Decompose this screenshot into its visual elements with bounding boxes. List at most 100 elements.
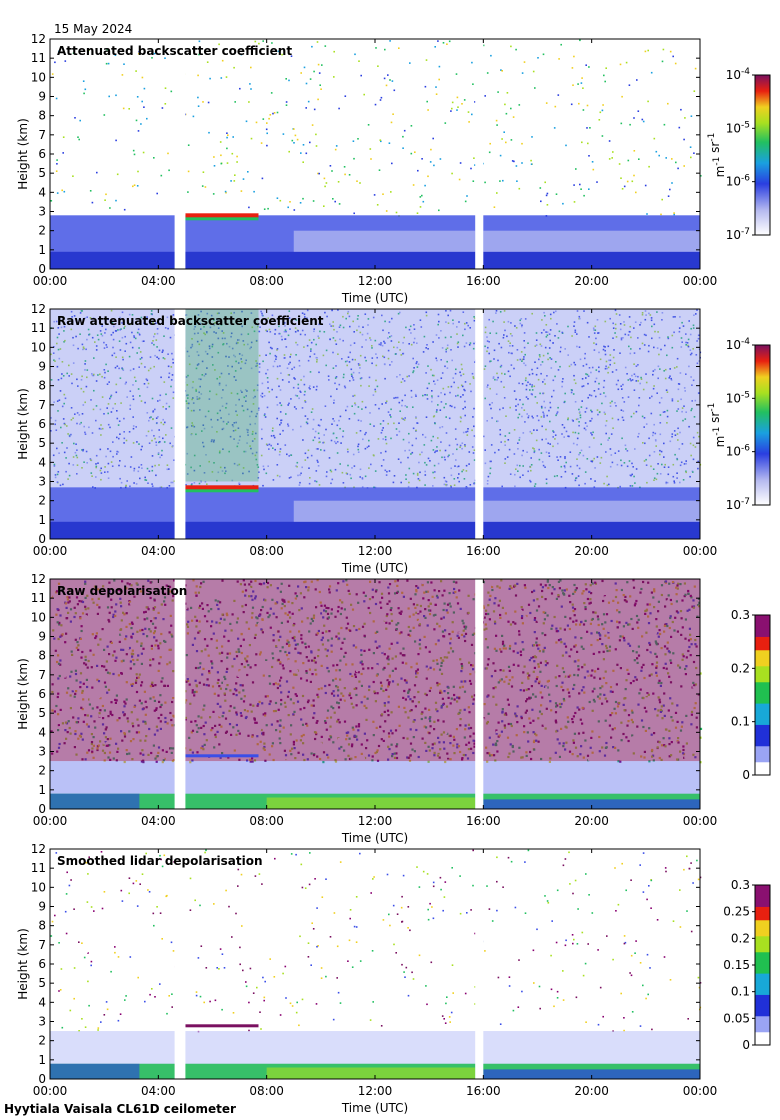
y-axis-label: Height (km) [16, 928, 30, 999]
data-gap [475, 309, 484, 539]
x-tick-label: 12:00 [358, 1084, 393, 1098]
colorbar-tick-label: 10-6 [726, 444, 751, 459]
x-tick-label: 16:00 [466, 544, 501, 558]
colorbar-tick-label: 0.2 [731, 931, 750, 945]
y-tick-label: 6 [38, 147, 46, 161]
colorbar-tick-label: 10-6 [726, 174, 751, 189]
y-tick-label: 12 [31, 32, 46, 46]
panel-2: Raw attenuated backscatter coefficient 0 1… [16, 302, 771, 575]
y-tick-label: 4 [38, 185, 46, 199]
colorbar-tick-label: 0.2 [731, 661, 750, 675]
y-tick-label: 5 [38, 166, 46, 180]
colorbar-unit-label: m-1 sr-1 [707, 133, 727, 178]
data-gap [174, 849, 186, 1079]
panel-4: Smoothed lidar depolarisation01234567891… [16, 842, 771, 1115]
colorbar-tick-label: 10-7 [726, 497, 750, 512]
y-tick-label: 6 [38, 957, 46, 971]
x-tick-label: 20:00 [574, 814, 609, 828]
y-tick-label: 2 [38, 224, 46, 238]
x-tick-label: 20:00 [574, 544, 609, 558]
colorbar-tick-label: 0.3 [731, 878, 750, 892]
footer-label: Hyytiala Vaisala CL61D ceilometer [4, 1102, 236, 1116]
y-tick-label: 4 [38, 455, 46, 469]
panel-title: Raw depolarisation [57, 584, 187, 598]
panel-1: Attenuated backscatter coefficient012345… [16, 32, 771, 305]
y-tick-label: 1 [38, 783, 46, 797]
x-tick-label: 12:00 [358, 544, 393, 558]
y-tick-label: 7 [38, 668, 46, 682]
y-tick-label: 1 [38, 243, 46, 257]
colorbar: 10-7 10-6 10-5 10-4 m-1 sr-1 [707, 337, 771, 512]
y-tick-label: 5 [38, 976, 46, 990]
colorbar-tick-label: 0 [742, 1038, 750, 1052]
y-tick-label: 4 [38, 995, 46, 1009]
x-tick-label: 04:00 [141, 1084, 176, 1098]
data-gap [174, 309, 186, 539]
x-tick-label: 08:00 [249, 1084, 284, 1098]
cloud-layer [185, 485, 259, 491]
x-tick-label: 08:00 [249, 814, 284, 828]
colorbar-tick-label: 0.1 [731, 985, 750, 999]
colorbar: 0 0.05 0.1 0.15 0.2 0.25 0.3 [723, 878, 771, 1052]
plot-area [50, 849, 700, 1079]
y-tick-label: 6 [38, 417, 46, 431]
y-tick-label: 10 [31, 610, 46, 624]
y-tick-label: 7 [38, 938, 46, 952]
y-tick-label: 9 [38, 360, 46, 374]
y-tick-label: 2 [38, 494, 46, 508]
x-tick-label: 00:00 [33, 814, 68, 828]
x-tick-label: 20:00 [574, 274, 609, 288]
y-tick-label: 11 [31, 861, 46, 875]
x-tick-label: 08:00 [249, 274, 284, 288]
cloud-layer [185, 213, 259, 219]
y-tick-label: 0 [38, 262, 46, 276]
y-tick-label: 8 [38, 649, 46, 663]
x-tick-label: 00:00 [683, 274, 718, 288]
x-tick-label: 00:00 [33, 274, 68, 288]
y-tick-label: 3 [38, 475, 46, 489]
colorbar-tick-label: 10-5 [726, 120, 750, 135]
y-tick-label: 9 [38, 90, 46, 104]
data-gap [475, 39, 484, 269]
y-tick-label: 0 [38, 1072, 46, 1086]
x-axis-label: Time (UTC) [341, 1101, 408, 1115]
y-tick-label: 3 [38, 1015, 46, 1029]
x-tick-label: 00:00 [683, 814, 718, 828]
y-tick-label: 12 [31, 572, 46, 586]
y-tick-label: 5 [38, 706, 46, 720]
colorbar-tick-label: 0.1 [731, 715, 750, 729]
y-tick-label: 4 [38, 725, 46, 739]
data-gap [174, 39, 186, 269]
colorbar-unit-label: m-1 sr-1 [707, 403, 727, 448]
y-tick-label: 1 [38, 1053, 46, 1067]
colorbar-tick-label: 10-4 [726, 67, 751, 82]
date-label: 15 May 2024 [54, 22, 132, 36]
y-tick-label: 9 [38, 630, 46, 644]
y-tick-label: 3 [38, 745, 46, 759]
panel-title: Smoothed lidar depolarisation [57, 854, 263, 868]
colorbar: 10-7 10-6 10-5 10-4 m-1 sr-1 [707, 67, 771, 242]
y-tick-label: 2 [38, 1034, 46, 1048]
y-tick-label: 0 [38, 532, 46, 546]
colorbar-tick-label: 0 [742, 768, 750, 782]
y-tick-label: 7 [38, 128, 46, 142]
y-tick-label: 10 [31, 70, 46, 84]
y-tick-label: 0 [38, 802, 46, 816]
x-tick-label: 12:00 [358, 274, 393, 288]
x-tick-label: 04:00 [141, 274, 176, 288]
data-gap [475, 579, 484, 809]
x-axis-label: Time (UTC) [341, 561, 408, 575]
x-tick-label: 00:00 [33, 544, 68, 558]
y-tick-label: 11 [31, 321, 46, 335]
x-tick-label: 12:00 [358, 814, 393, 828]
colorbar-tick-label: 0.3 [731, 608, 750, 622]
colorbar-tick-label: 10-4 [726, 337, 751, 352]
y-tick-label: 8 [38, 379, 46, 393]
y-axis-label: Height (km) [16, 388, 30, 459]
x-tick-label: 16:00 [466, 814, 501, 828]
y-axis-label: Height (km) [16, 658, 30, 729]
panel-title: Raw attenuated backscatter coefficient [57, 314, 324, 328]
x-tick-label: 08:00 [249, 544, 284, 558]
